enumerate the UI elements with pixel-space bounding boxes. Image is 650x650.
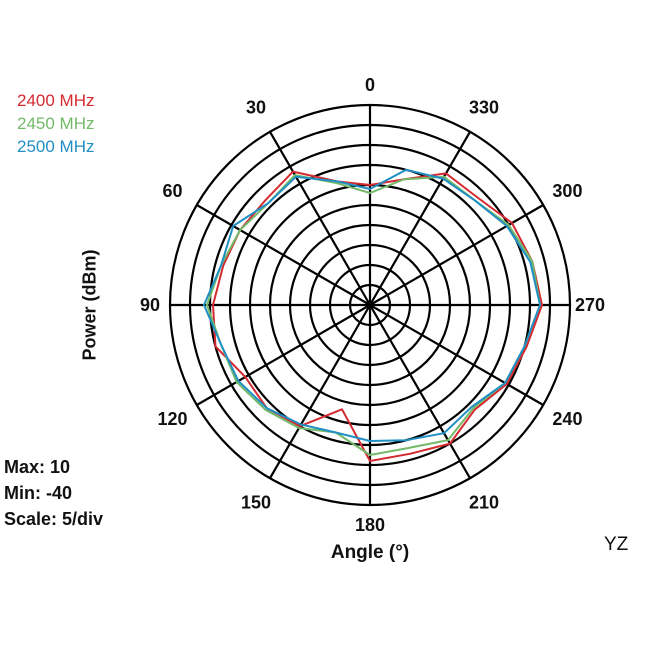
max-value: Max: 10 — [4, 457, 71, 477]
legend: 2400 MHz 2450 MHz 2500 MHz — [17, 89, 94, 158]
scale-value: Scale: 5/div — [4, 509, 104, 529]
grid-spoke — [196, 204, 371, 306]
grid-spoke — [196, 304, 371, 406]
angle-label-60: 60 — [163, 181, 183, 201]
legend-item-2450: 2450 MHz — [17, 114, 95, 133]
angle-labels: 0 30 60 90 120 150 180 210 240 270 300 330 — [140, 75, 605, 535]
x-axis-label: Angle (°) — [330, 542, 410, 563]
angle-label-180: 180 — [355, 515, 385, 535]
angle-label-330: 330 — [469, 98, 499, 118]
trace-2500-mhz — [203, 168, 541, 442]
grid-spoke — [369, 304, 544, 406]
angle-label-90: 90 — [140, 295, 160, 315]
polar-grid — [168, 103, 572, 507]
angle-label-240: 240 — [552, 409, 582, 429]
data-traces — [203, 168, 543, 462]
scale-info: Max: 10 Min: -40 Scale: 5/div — [4, 454, 103, 532]
angle-label-0: 0 — [365, 75, 375, 95]
plane-label: YZ — [604, 534, 629, 555]
grid-spoke — [269, 131, 371, 306]
angle-label-30: 30 — [246, 98, 266, 118]
legend-item-2400: 2400 MHz — [17, 91, 95, 110]
grid-spoke — [369, 131, 471, 306]
angle-label-210: 210 — [469, 492, 499, 512]
angle-label-150: 150 — [241, 492, 271, 512]
min-value: Min: -40 — [4, 483, 73, 503]
legend-item-2500: 2500 MHz — [17, 137, 95, 156]
angle-label-270: 270 — [575, 295, 605, 315]
angle-label-120: 120 — [158, 409, 188, 429]
trace-2450-mhz — [206, 174, 541, 456]
grid-spoke — [269, 304, 371, 479]
grid-spoke — [369, 304, 471, 479]
angle-label-300: 300 — [552, 181, 582, 201]
grid-spoke — [369, 204, 544, 306]
